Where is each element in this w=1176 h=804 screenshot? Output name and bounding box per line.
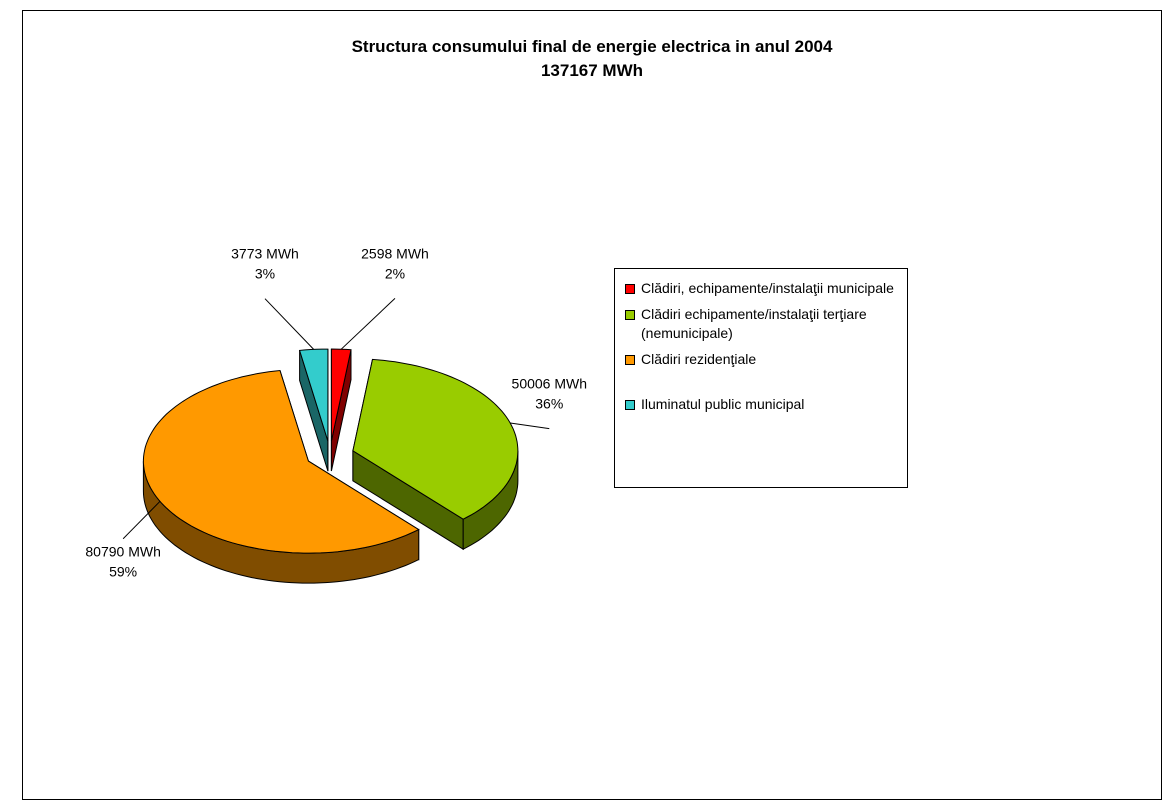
data-label: 80790 MWh (85, 544, 160, 560)
chart-frame (22, 10, 1162, 800)
legend-swatch (625, 284, 635, 294)
data-label: 2598 MWh (361, 245, 429, 261)
legend-swatch (625, 355, 635, 365)
slice-top (142, 369, 420, 554)
slice-top (330, 348, 352, 442)
legend-swatch (625, 310, 635, 320)
legend-item: Clădiri, echipamente/instalaţii municipa… (625, 279, 899, 298)
pie-slice (142, 369, 420, 584)
leader-line (340, 297, 396, 350)
data-label: 59% (109, 564, 137, 580)
leader-line (510, 422, 550, 430)
data-label: 2% (385, 265, 405, 281)
legend: Clădiri, echipamente/instalaţii municipa… (614, 268, 908, 488)
data-label: 3% (255, 266, 275, 282)
legend-label: Clădiri echipamente/instalaţii terţiare … (641, 306, 867, 341)
legend-item: Clădiri rezidenţiale (625, 350, 899, 369)
chart-subtitle: 137167 MWh (541, 61, 643, 80)
legend-item: Clădiri echipamente/instalaţii terţiare … (625, 305, 899, 343)
pie-slice (298, 348, 329, 472)
data-label: 3773 MWh (231, 246, 299, 262)
data-label: 36% (535, 396, 563, 412)
pie-slice (330, 348, 352, 472)
legend-label: Iluminatul public municipal (641, 396, 805, 412)
legend-label: Clădiri, echipamente/instalaţii municipa… (641, 280, 894, 296)
leader-line (264, 298, 315, 350)
chart-title: Structura consumului final de energie el… (352, 37, 833, 56)
legend-swatch (625, 400, 635, 410)
pie-slice (352, 358, 519, 551)
leader-line (122, 500, 161, 540)
legend-label: Clădiri rezidenţiale (641, 351, 757, 367)
data-label: 50006 MWh (512, 376, 587, 392)
legend-item: Iluminatul public municipal (625, 395, 899, 414)
